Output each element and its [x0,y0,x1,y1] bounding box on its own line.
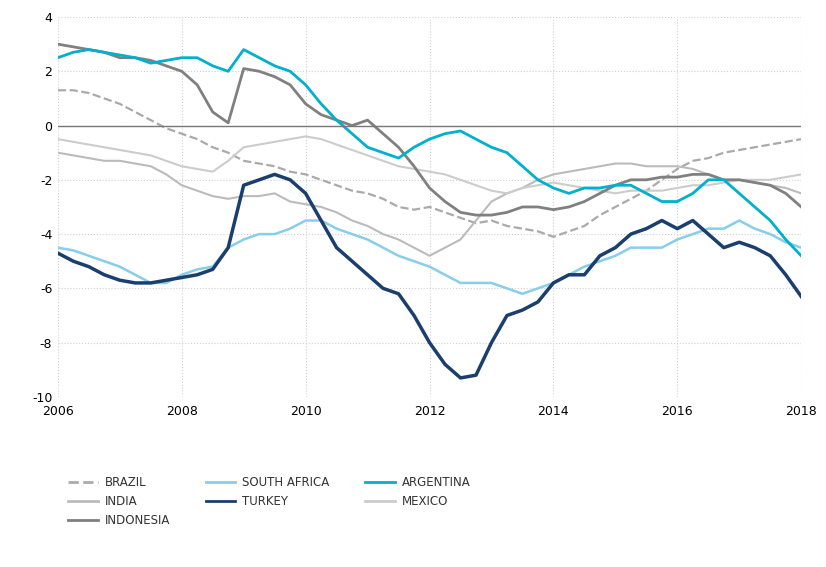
Legend: BRAZIL, INDIA, INDONESIA, SOUTH AFRICA, TURKEY, ARGENTINA, MEXICO: BRAZIL, INDIA, INDONESIA, SOUTH AFRICA, … [64,471,475,531]
